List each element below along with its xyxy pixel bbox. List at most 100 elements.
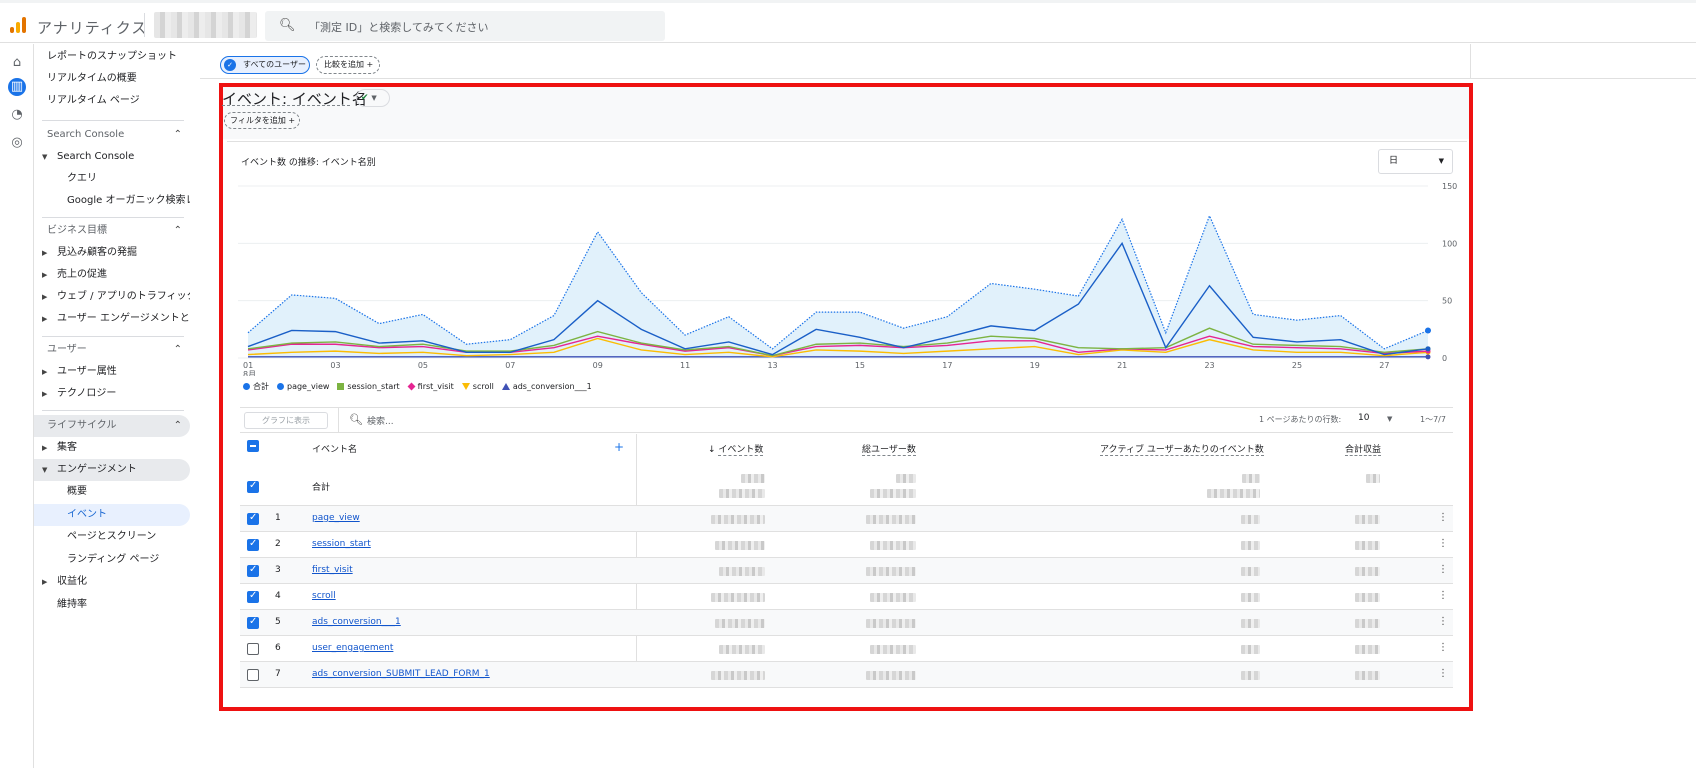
- nav-demographics[interactable]: ▶ ユーザー属性: [34, 361, 190, 383]
- legend-item[interactable]: scroll: [461, 380, 494, 392]
- row-menu-kebab-icon[interactable]: ⋮: [1438, 642, 1448, 653]
- row-menu-kebab-icon[interactable]: ⋮: [1438, 538, 1448, 549]
- add-dimension-plus-icon[interactable]: +: [614, 440, 625, 454]
- select-all-checkbox[interactable]: [247, 440, 259, 452]
- event-count-value: [719, 645, 765, 654]
- nav-realtime-overview[interactable]: リアルタイムの概要: [47, 73, 137, 84]
- nav-section-lifecycle[interactable]: ライフサイクル ⌃: [34, 415, 190, 437]
- header-event-name[interactable]: イベント名: [312, 445, 358, 455]
- row-checkbox[interactable]: [247, 643, 259, 655]
- nav-engagement[interactable]: ▼ エンゲージメント: [34, 459, 190, 481]
- nav-sales[interactable]: ▶ 売上の促進: [34, 264, 190, 286]
- nav-leads[interactable]: ▶ 見込み顧客の発掘: [34, 242, 190, 264]
- row-menu-kebab-icon[interactable]: ⋮: [1438, 512, 1448, 523]
- legend-label: page_view: [287, 381, 330, 391]
- top-strip: [0, 0, 1696, 3]
- x-tick-label: 09: [593, 361, 603, 370]
- row-divider: [240, 583, 1453, 584]
- nav-monetization[interactable]: ▶ 収益化: [34, 571, 190, 593]
- explore-icon[interactable]: ◔: [11, 107, 23, 122]
- legend-item[interactable]: first_visit: [407, 380, 454, 392]
- total-users-value: [870, 645, 916, 654]
- revenue-value: [1355, 567, 1380, 576]
- header-event-count[interactable]: ↓ イベント数: [708, 442, 764, 456]
- all-users-chip[interactable]: ✓ すべてのユーザー: [220, 56, 310, 74]
- row-divider: [240, 661, 1453, 662]
- nav-section-search-console[interactable]: Search Console ⌃: [34, 124, 190, 146]
- add-comparison-button[interactable]: 比較を追加 +: [316, 56, 380, 74]
- nav-pages-screens[interactable]: ページとスクリーン: [67, 531, 157, 542]
- series-end-marker-1: [1425, 346, 1431, 352]
- caret-right-icon: ▶: [42, 444, 48, 452]
- legend-item[interactable]: ads_conversion___1: [501, 380, 592, 392]
- header-total-users[interactable]: 総ユーザー数: [862, 442, 916, 456]
- row-menu-kebab-icon[interactable]: ⋮: [1438, 590, 1448, 601]
- total-users-value: [870, 593, 916, 602]
- show-in-chart-button[interactable]: グラフに表示: [244, 412, 328, 429]
- nav-realtime-pages[interactable]: リアルタイム ページ: [47, 95, 140, 106]
- row-checkbox[interactable]: [247, 512, 259, 525]
- event-count-value: [711, 671, 765, 680]
- series-end-marker-5: [1425, 354, 1431, 360]
- nav-organic-search[interactable]: Google オーガニック検索レ...: [67, 195, 190, 206]
- event-name-link[interactable]: ads_conversion_SUBMIT_LEAD_FORM_1: [312, 669, 490, 679]
- row-checkbox[interactable]: [247, 564, 259, 577]
- nav-engagement-retention[interactable]: ▶ ユーザー エンゲージメントと...: [34, 308, 190, 330]
- account-selector[interactable]: [154, 12, 257, 38]
- header-total-revenue[interactable]: 合計収益: [1345, 442, 1382, 456]
- row-index: 4: [275, 591, 281, 601]
- nav-search-console-group[interactable]: ▼ Search Console: [34, 146, 190, 168]
- caret-down-icon[interactable]: ▼: [1387, 415, 1393, 423]
- x-tick-label: 21: [1117, 361, 1127, 370]
- row-checkbox[interactable]: [247, 669, 259, 681]
- event-name-link[interactable]: session_start: [312, 539, 371, 549]
- header-events-per-user[interactable]: アクティブ ユーザーあたりのイベント数: [1100, 442, 1264, 456]
- total-users-value: [866, 619, 916, 628]
- legend-item[interactable]: 合計: [243, 380, 269, 392]
- row-menu-kebab-icon[interactable]: ⋮: [1438, 668, 1448, 679]
- nav-section-business-objectives[interactable]: ビジネス目標 ⌃: [34, 220, 190, 242]
- data-quality-button[interactable]: ✔ ▼: [356, 89, 390, 107]
- revenue-value: [1355, 593, 1380, 602]
- table-row-bg: [240, 558, 1453, 583]
- home-icon[interactable]: ⌂: [12, 55, 22, 70]
- nav-traffic[interactable]: ▶ ウェブ / アプリのトラフィック...: [34, 286, 190, 308]
- nav-events[interactable]: イベント: [34, 504, 190, 526]
- legend-item[interactable]: page_view: [277, 380, 329, 392]
- row-checkbox[interactable]: [247, 590, 259, 603]
- row-menu-kebab-icon[interactable]: ⋮: [1438, 616, 1448, 627]
- nav-queries[interactable]: クエリ: [67, 173, 97, 184]
- toolbar-bottom-line: [240, 432, 1453, 433]
- nav-engagement-overview[interactable]: 概要: [67, 486, 87, 497]
- nav-group-label: 集客: [57, 442, 77, 453]
- row-checkbox[interactable]: [247, 616, 259, 629]
- event-name-link[interactable]: first_visit: [312, 565, 353, 575]
- advertising-icon[interactable]: ◎: [11, 135, 23, 150]
- granularity-select[interactable]: 日 ▼: [1378, 149, 1453, 174]
- nav-retention[interactable]: 維持率: [57, 599, 87, 610]
- legend-item[interactable]: session_start: [337, 380, 400, 392]
- table-search-input[interactable]: 検索...: [367, 417, 394, 427]
- row-checkbox[interactable]: [247, 538, 259, 551]
- row-divider: [240, 635, 1453, 636]
- event-name-link[interactable]: scroll: [312, 591, 336, 601]
- total-users: [896, 474, 916, 483]
- nav-acquisition[interactable]: ▶ 集客: [34, 437, 190, 459]
- revenue-value: [1355, 619, 1380, 628]
- total-checkbox[interactable]: [247, 480, 259, 493]
- analytics-logo-icon[interactable]: [8, 15, 28, 35]
- event-name-link[interactable]: user_engagement: [312, 643, 394, 653]
- nav-landing-page[interactable]: ランディング ページ: [67, 554, 160, 565]
- event-name-link[interactable]: ads_conversion___1: [312, 617, 401, 627]
- nav-section-user[interactable]: ユーザー ⌃: [34, 339, 190, 361]
- caret-down-icon: ▼: [1438, 157, 1444, 165]
- event-name-link[interactable]: page_view: [312, 513, 360, 523]
- nav-snapshot[interactable]: レポートのスナップショット: [47, 51, 177, 62]
- rows-per-page-select[interactable]: 10: [1358, 413, 1370, 423]
- global-search[interactable]: 🔍︎ 「測定 ID」と検索してみてください: [265, 11, 665, 41]
- report-nav: レポートのスナップショット リアルタイムの概要 リアルタイム ページ Searc…: [34, 44, 192, 768]
- add-filter-button[interactable]: フィルタを追加 +: [224, 112, 300, 129]
- nav-technology[interactable]: ▶ テクノロジー: [34, 383, 190, 405]
- reports-icon[interactable]: ▥: [8, 78, 26, 96]
- row-menu-kebab-icon[interactable]: ⋮: [1438, 564, 1448, 575]
